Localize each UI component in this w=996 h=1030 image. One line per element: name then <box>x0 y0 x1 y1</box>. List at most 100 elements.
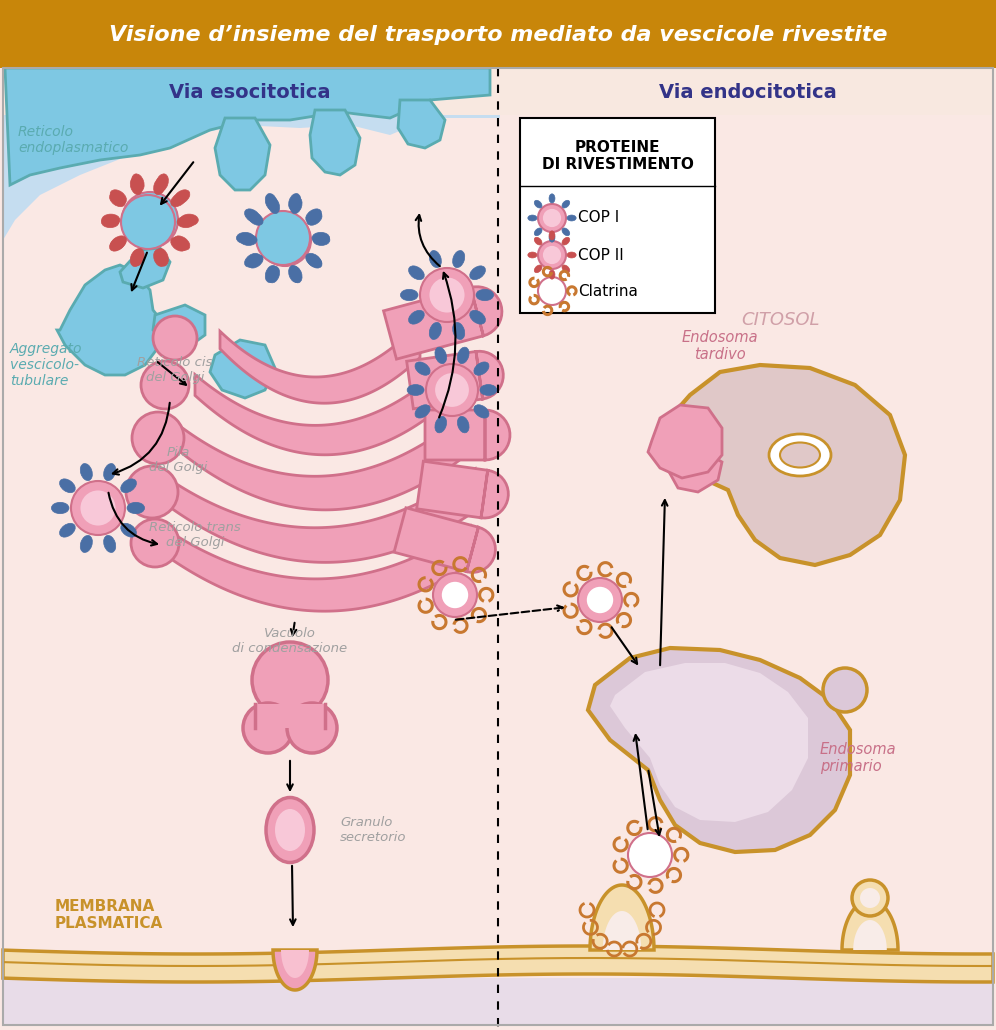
Ellipse shape <box>81 464 93 481</box>
Ellipse shape <box>170 193 186 207</box>
Text: Endosoma
tardivo: Endosoma tardivo <box>681 330 758 362</box>
Text: COP II: COP II <box>578 247 623 263</box>
Circle shape <box>141 360 189 409</box>
Circle shape <box>538 277 566 305</box>
Ellipse shape <box>110 193 125 207</box>
Text: PROTEINE
DI RIVESTIMENTO: PROTEINE DI RIVESTIMENTO <box>542 140 693 172</box>
Polygon shape <box>398 100 445 148</box>
Ellipse shape <box>291 267 302 283</box>
Ellipse shape <box>268 267 280 283</box>
Circle shape <box>578 578 622 622</box>
Bar <box>3 68 993 115</box>
Text: Pila
del Golgi: Pila del Golgi <box>148 446 207 474</box>
Ellipse shape <box>415 405 430 418</box>
Ellipse shape <box>562 237 570 245</box>
Ellipse shape <box>291 197 302 213</box>
Ellipse shape <box>470 310 485 324</box>
Circle shape <box>628 833 672 877</box>
Ellipse shape <box>415 362 430 375</box>
Ellipse shape <box>528 215 537 221</box>
Ellipse shape <box>474 362 489 375</box>
Polygon shape <box>273 950 317 990</box>
Polygon shape <box>5 68 490 185</box>
Polygon shape <box>668 442 722 492</box>
Polygon shape <box>310 110 360 175</box>
Polygon shape <box>3 68 993 1025</box>
Polygon shape <box>281 950 309 978</box>
Ellipse shape <box>769 434 831 476</box>
Ellipse shape <box>289 266 301 282</box>
Ellipse shape <box>480 384 497 396</box>
Ellipse shape <box>111 190 126 204</box>
Ellipse shape <box>81 536 93 552</box>
Circle shape <box>132 412 184 464</box>
Circle shape <box>131 519 179 566</box>
Ellipse shape <box>435 347 446 364</box>
Ellipse shape <box>170 237 186 251</box>
Circle shape <box>636 842 663 868</box>
Ellipse shape <box>131 174 144 192</box>
Circle shape <box>435 373 469 407</box>
Text: CITOSOL: CITOSOL <box>741 311 820 329</box>
Ellipse shape <box>268 197 280 213</box>
Circle shape <box>256 211 310 265</box>
Text: Reticolo
endoplasmatico: Reticolo endoplasmatico <box>18 125 128 156</box>
Text: MEMBRANA
PLASMATICA: MEMBRANA PLASMATICA <box>55 899 163 931</box>
Polygon shape <box>153 305 205 348</box>
Polygon shape <box>416 461 508 518</box>
Text: Reticolo cis
del Golgi: Reticolo cis del Golgi <box>137 356 213 384</box>
Ellipse shape <box>408 310 424 324</box>
Ellipse shape <box>155 174 168 192</box>
Circle shape <box>544 282 561 300</box>
Ellipse shape <box>306 209 322 222</box>
Circle shape <box>587 587 614 613</box>
Ellipse shape <box>562 265 570 273</box>
Ellipse shape <box>474 405 489 418</box>
Circle shape <box>823 668 867 712</box>
Polygon shape <box>610 663 808 822</box>
Ellipse shape <box>476 289 494 301</box>
Polygon shape <box>3 946 993 982</box>
Circle shape <box>287 703 337 753</box>
Polygon shape <box>394 508 495 573</box>
Ellipse shape <box>307 212 322 226</box>
Ellipse shape <box>121 479 136 492</box>
Ellipse shape <box>173 236 190 250</box>
Ellipse shape <box>429 250 441 268</box>
Ellipse shape <box>562 200 570 208</box>
Circle shape <box>81 490 116 525</box>
Polygon shape <box>210 340 275 398</box>
Ellipse shape <box>528 252 537 258</box>
Circle shape <box>433 573 477 617</box>
Ellipse shape <box>130 249 142 267</box>
Polygon shape <box>195 366 445 455</box>
Ellipse shape <box>177 216 194 228</box>
Ellipse shape <box>534 200 542 208</box>
Ellipse shape <box>534 265 542 273</box>
Circle shape <box>538 241 566 269</box>
Polygon shape <box>215 118 270 190</box>
Polygon shape <box>588 648 850 852</box>
Ellipse shape <box>245 209 260 222</box>
Circle shape <box>243 703 293 753</box>
Ellipse shape <box>265 194 277 210</box>
Ellipse shape <box>111 236 126 250</box>
Polygon shape <box>648 405 722 478</box>
Text: Via endocitotica: Via endocitotica <box>659 82 837 102</box>
Ellipse shape <box>457 416 469 433</box>
Ellipse shape <box>104 536 116 552</box>
Text: Endosoma
primario: Endosoma primario <box>820 742 896 775</box>
Ellipse shape <box>131 248 144 266</box>
Bar <box>520 118 715 313</box>
Text: COP I: COP I <box>578 210 620 226</box>
Circle shape <box>121 195 175 249</box>
Ellipse shape <box>562 228 570 236</box>
Circle shape <box>442 582 468 608</box>
Circle shape <box>543 246 561 264</box>
Ellipse shape <box>567 215 576 221</box>
Circle shape <box>538 204 566 232</box>
Ellipse shape <box>275 809 305 851</box>
Ellipse shape <box>780 443 820 468</box>
Polygon shape <box>170 526 470 611</box>
Polygon shape <box>668 365 905 565</box>
